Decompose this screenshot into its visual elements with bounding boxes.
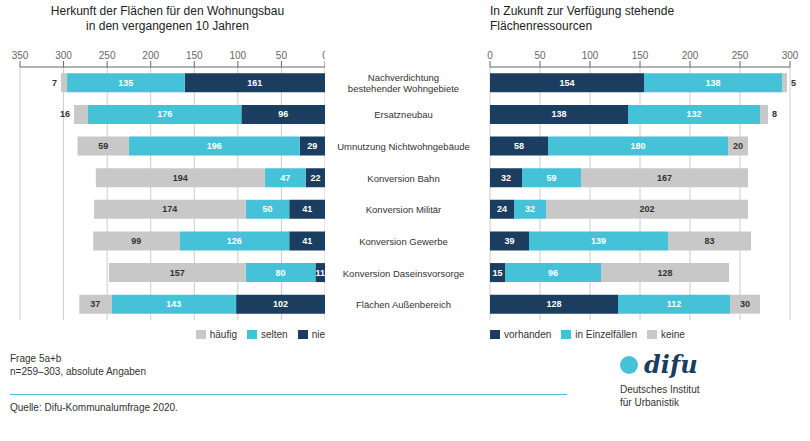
svg-text:16: 16 [60, 109, 70, 119]
svg-text:32: 32 [501, 173, 511, 183]
svg-text:167: 167 [657, 173, 672, 183]
svg-text:132: 132 [686, 109, 701, 119]
svg-text:174: 174 [162, 204, 177, 214]
html-text:keine: keine [661, 329, 685, 340]
svg-text:0: 0 [487, 50, 493, 61]
svg-text:96: 96 [278, 109, 288, 119]
html-text:selten: selten [261, 329, 288, 340]
svg-text:8: 8 [772, 109, 777, 119]
html-text:In Zukunft zur Verfügung stehe: In Zukunft zur Verfügung stehende Fläche… [490, 4, 675, 33]
svg-text:Ersatzneubau: Ersatzneubau [374, 109, 433, 120]
svg-text:102: 102 [273, 299, 288, 309]
svg-text:250: 250 [732, 50, 749, 61]
svg-text:41: 41 [302, 204, 312, 214]
svg-text:59: 59 [546, 173, 556, 183]
svg-text:300: 300 [782, 50, 799, 61]
html-text:für Urbanistik: für Urbanistik [620, 397, 679, 408]
svg-text:99: 99 [131, 236, 141, 246]
svg-text:Umnutzung Nichtwohngebäude: Umnutzung Nichtwohngebäude [337, 141, 470, 152]
svg-text:Flächen Außenbereich: Flächen Außenbereich [356, 299, 451, 310]
svg-text:128: 128 [657, 268, 672, 278]
svg-text:154: 154 [559, 78, 574, 88]
svg-text:Konversion Bahn: Konversion Bahn [367, 172, 439, 183]
svg-text:180: 180 [630, 141, 645, 151]
svg-text:58: 58 [514, 141, 524, 151]
html-text:difu: difu [644, 350, 698, 379]
svg-text:96: 96 [548, 268, 558, 278]
html-text:vorhanden: vorhanden [504, 329, 552, 340]
svg-text:47: 47 [280, 173, 290, 183]
svg-text:200: 200 [142, 50, 159, 61]
svg-text:24: 24 [497, 204, 507, 214]
html-text:in Einzelfällen: in Einzelfällen [575, 329, 637, 340]
svg-text:11: 11 [315, 268, 325, 278]
html-text:nie: nie [311, 329, 325, 340]
svg-text:Konversion Militär: Konversion Militär [366, 204, 442, 215]
svg-text:59: 59 [98, 141, 108, 151]
svg-text:41: 41 [302, 236, 312, 246]
svg-text:150: 150 [632, 50, 649, 61]
svg-text:15: 15 [492, 268, 502, 278]
svg-text:37: 37 [90, 299, 100, 309]
svg-text:126: 126 [227, 236, 242, 246]
svg-text:139: 139 [591, 236, 606, 246]
svg-text:30: 30 [740, 299, 750, 309]
html-text:häufig: häufig [209, 329, 237, 340]
html-text:Quelle: Difu-Kommunalumfrage 2: Quelle: Difu-Kommunalumfrage 2020. [10, 402, 178, 413]
svg-text:161: 161 [247, 78, 262, 88]
svg-text:50: 50 [262, 204, 272, 214]
svg-text:Konversion Daseinsvorsorge: Konversion Daseinsvorsorge [343, 267, 464, 278]
svg-text:143: 143 [166, 299, 181, 309]
svg-text:22: 22 [310, 173, 320, 183]
svg-text:138: 138 [705, 78, 720, 88]
html-text:Frage 5a+b n=259–303, absolute: Frage 5a+b n=259–303, absolute Angaben [10, 353, 146, 377]
svg-text:157: 157 [170, 268, 185, 278]
svg-text:350: 350 [12, 50, 29, 61]
svg-text:Nachverdichtungbestehender Woh: Nachverdichtungbestehender Wohngebiete [348, 72, 459, 94]
svg-text:202: 202 [639, 204, 654, 214]
svg-text:29: 29 [307, 141, 317, 151]
svg-text:250: 250 [99, 50, 116, 61]
svg-text:196: 196 [207, 141, 222, 151]
html-text:Deutsches Institut: Deutsches Institut [620, 384, 700, 395]
svg-text:80: 80 [276, 268, 286, 278]
svg-text:100: 100 [230, 50, 247, 61]
svg-text:300: 300 [55, 50, 72, 61]
svg-text:150: 150 [186, 50, 203, 61]
svg-text:200: 200 [682, 50, 699, 61]
svg-text:176: 176 [157, 109, 172, 119]
svg-text:100: 100 [582, 50, 599, 61]
svg-text:39: 39 [504, 236, 514, 246]
svg-text:194: 194 [173, 173, 188, 183]
svg-text:128: 128 [546, 299, 561, 309]
svg-text:50: 50 [276, 50, 288, 61]
svg-text:138: 138 [551, 109, 566, 119]
svg-text:135: 135 [118, 78, 133, 88]
svg-text:112: 112 [667, 299, 682, 309]
svg-text:5: 5 [791, 78, 796, 88]
svg-text:50: 50 [534, 50, 546, 61]
svg-text:7: 7 [52, 78, 57, 88]
svg-text:20: 20 [733, 141, 743, 151]
svg-text:0: 0 [322, 50, 325, 61]
html-text:Herkunft der Flächen für den W: Herkunft der Flächen für den Wohnungsbau… [50, 4, 285, 33]
svg-text:Konversion Gewerbe: Konversion Gewerbe [359, 235, 448, 246]
svg-text:83: 83 [704, 236, 714, 246]
svg-text:32: 32 [525, 204, 535, 214]
